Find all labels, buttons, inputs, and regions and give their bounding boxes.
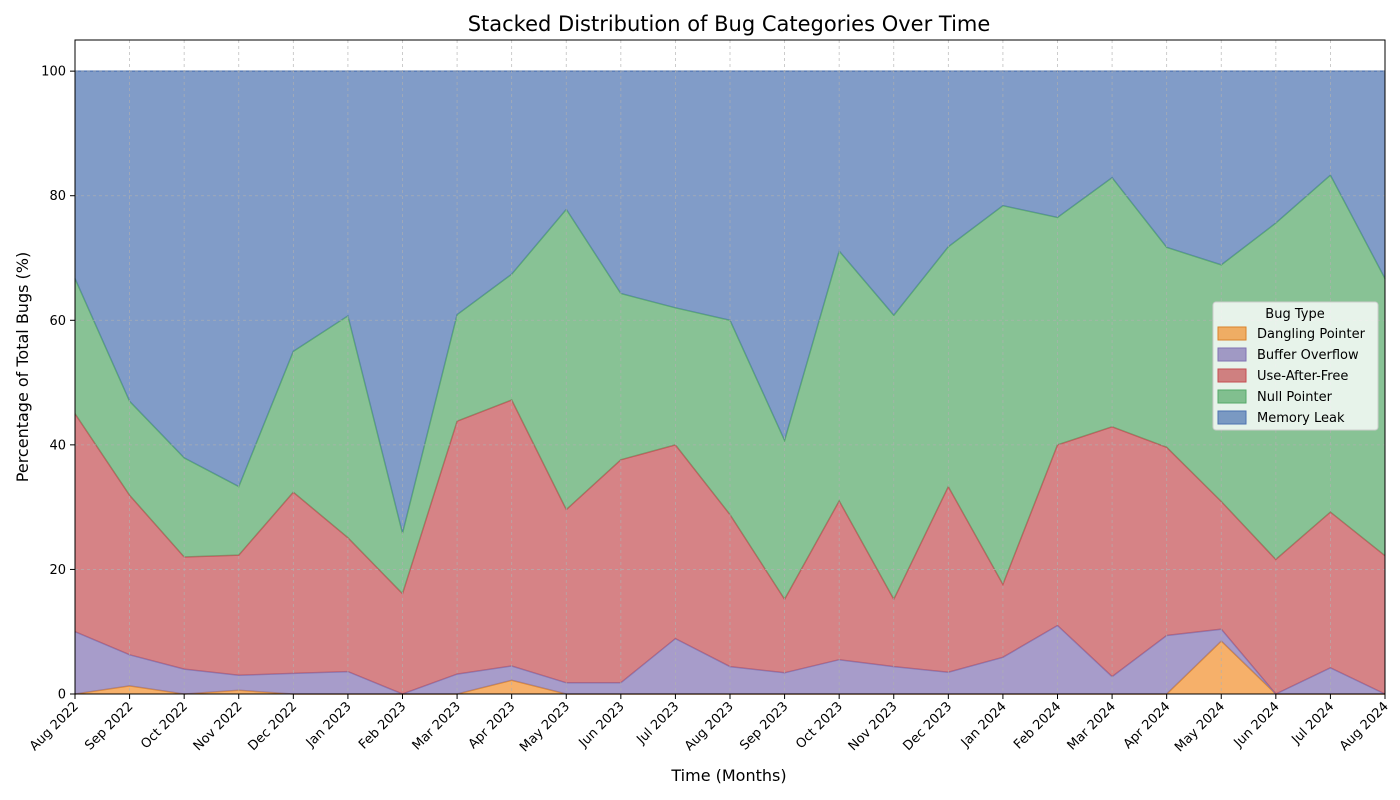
legend-swatch: [1217, 389, 1247, 404]
x-tick-label: Sep 2023: [737, 699, 791, 753]
y-tick-label: 60: [49, 314, 66, 329]
area-dangling-pointer: [75, 641, 1385, 694]
x-tick-label: Jun 2024: [1231, 699, 1283, 751]
y-tick-label: 40: [49, 438, 66, 453]
legend-items: Dangling Pointer Buffer Overflow Use-After…: [1217, 326, 1366, 426]
x-tick-label: Oct 2023: [793, 699, 846, 752]
x-tick-label: Feb 2024: [1011, 699, 1064, 752]
legend-box: [1212, 301, 1379, 431]
x-tick-label: Mar 2024: [1065, 699, 1119, 753]
x-tick-label: Dec 2023: [900, 699, 955, 754]
x-tick-label: Apr 2024: [1121, 699, 1174, 752]
legend-entry: Memory Leak: [1257, 411, 1345, 426]
x-tick-label: Nov 2023: [846, 699, 901, 754]
x-tick-label: Jan 2023: [303, 699, 355, 751]
x-tick-label: Jun 2023: [576, 699, 628, 751]
x-tick-label: Aug 2022: [27, 699, 82, 754]
x-tick-label: Aug 2023: [682, 699, 737, 754]
chart-title: Stacked Distribution of Bug Categories O…: [468, 12, 991, 36]
x-tick-label: Apr 2023: [466, 699, 519, 752]
x-tick-label: Aug 2024: [1337, 699, 1392, 754]
y-axis-ticks: 0 20 40 60 80 100: [41, 65, 75, 703]
legend: Bug Type Dangling Pointer Buffer Overflow…: [1212, 301, 1379, 431]
x-tick-label: May 2023: [517, 699, 573, 755]
y-axis-label: Percentage of Total Bugs (%): [13, 252, 32, 482]
x-tick-label: May 2024: [1172, 699, 1228, 755]
x-tick-label: Dec 2022: [245, 699, 300, 754]
y-tick-label: 100: [41, 65, 66, 80]
legend-entry: Null Pointer: [1257, 390, 1333, 405]
x-tick-label: Jan 2024: [958, 699, 1010, 751]
x-tick-label: Nov 2022: [191, 699, 246, 754]
legend-swatch: [1217, 410, 1247, 425]
x-tick-label: Mar 2023: [410, 699, 464, 753]
x-tick-label: Oct 2022: [138, 699, 191, 752]
x-tick-label: Jul 2024: [1289, 699, 1338, 748]
x-axis-label: Time (Months): [670, 766, 786, 785]
x-tick-label: Jul 2023: [634, 699, 683, 748]
legend-swatch: [1217, 368, 1247, 383]
legend-entry: Buffer Overflow: [1257, 348, 1359, 363]
legend-swatch: [1217, 347, 1247, 362]
x-axis-ticks: Aug 2022 Sep 2022 Oct 2022 Nov 2022 Dec 2022…: [27, 694, 1392, 755]
legend-entry: Dangling Pointer: [1257, 327, 1366, 342]
x-tick-label: Sep 2022: [82, 699, 136, 753]
y-tick-label: 20: [49, 563, 66, 578]
y-tick-label: 0: [58, 688, 66, 703]
legend-swatch: [1217, 326, 1247, 341]
legend-entry: Use-After-Free: [1257, 369, 1348, 384]
plot-area: Aug 2022 Sep 2022 Oct 2022 Nov 2022 Dec 2022…: [27, 39, 1392, 755]
y-tick-label: 80: [49, 189, 66, 204]
x-tick-label: Feb 2023: [356, 699, 409, 752]
legend-title: Bug Type: [1265, 307, 1324, 322]
